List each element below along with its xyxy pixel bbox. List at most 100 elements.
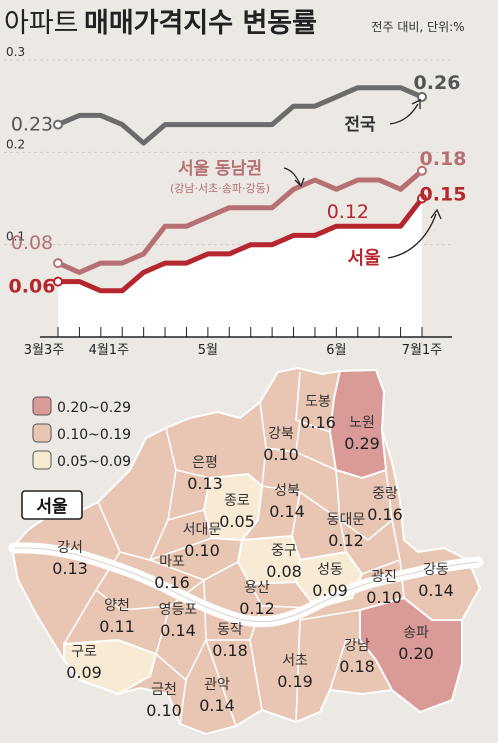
district-name: 구로 <box>71 644 97 660</box>
legend: 0.20~0.29 0.10~0.19 0.05~0.09 <box>32 396 131 470</box>
x-tick-label: 4월1주 <box>89 343 130 358</box>
unit-note: 전주 대비, 단위:% <box>371 20 464 34</box>
district-name: 강북 <box>268 426 294 442</box>
y-tick-label: 0.2 <box>6 137 25 151</box>
series-line <box>58 196 424 294</box>
legend-label: 0.10~0.19 <box>57 427 131 443</box>
series-endpoint <box>417 91 427 102</box>
arrow <box>387 213 437 259</box>
jongno-shape <box>202 472 264 542</box>
district-name: 종로 <box>224 493 250 509</box>
district-value: 0.09 <box>66 663 102 682</box>
district-value: 0.08 <box>266 562 302 581</box>
end-value-label: 0.18 <box>420 148 467 170</box>
series-name-label: 서울 동남권 <box>178 159 262 179</box>
district-value: 0.14 <box>160 621 196 640</box>
legend-swatch <box>32 423 52 443</box>
series-name-label: 서울 <box>347 248 380 269</box>
title-bold: 매매가격지수 변동률 <box>84 8 317 39</box>
district-name: 관악 <box>204 677 230 693</box>
district-name: 중구 <box>271 543 297 559</box>
seoul-map: 0.20~0.29 0.10~0.19 0.05~0.09 서울 도봉 0.16 노원 0… <box>8 366 484 736</box>
district-value: 0.10 <box>184 541 220 560</box>
district-name: 성북 <box>274 483 300 499</box>
series-sublabel: (강남·서초·송파·강동) <box>170 182 270 195</box>
district-value: 0.18 <box>212 641 248 660</box>
district-value: 0.29 <box>344 434 380 453</box>
series-endpoint <box>53 119 63 130</box>
title-light: 아파트 <box>4 8 79 39</box>
end-value-label: 0.26 <box>414 72 461 94</box>
district-value: 0.11 <box>99 617 135 636</box>
district-value: 0.14 <box>418 581 454 600</box>
district-name: 강서 <box>57 540 83 556</box>
line-chart: 0.3 0.2 0.1 3월3주 4월1주 5월 6월 7월1주 0.23 0.26 0.08 0.1… <box>4 45 466 358</box>
district-value: 0.09 <box>312 581 348 600</box>
district-name: 서대문 <box>183 522 222 538</box>
mid-value-label: 0.12 <box>327 201 369 223</box>
series-endpoint <box>417 165 427 176</box>
y-tick-label: 0.3 <box>6 45 25 59</box>
district-value: 0.12 <box>239 599 275 618</box>
district-name: 금천 <box>151 682 177 698</box>
series-name-label: 전국 <box>344 115 376 135</box>
songpa-shape <box>359 596 463 714</box>
district-value: 0.05 <box>219 512 255 531</box>
arrow <box>389 103 419 125</box>
seoul-area <box>58 198 422 337</box>
start-value-label: 0.23 <box>11 114 53 136</box>
x-tick-label: 3월3주 <box>24 343 65 358</box>
district-value: 0.13 <box>52 559 88 578</box>
series-endpoint <box>53 276 63 287</box>
district-name: 은평 <box>192 455 218 471</box>
district-name: 동작 <box>217 622 243 638</box>
arrow-head <box>411 98 421 109</box>
start-value-label: 0.08 <box>11 232 53 254</box>
legend-swatch <box>32 450 52 470</box>
district-labels: 도봉0.16 노원0.29강북0.10은평0.13종로0.05성북0.14중랑0.… <box>52 394 454 720</box>
district-value: 0.14 <box>269 502 305 521</box>
district-name: 서초 <box>282 653 308 669</box>
district-value: 0.16 <box>300 413 336 432</box>
end-value-label: 0.15 <box>420 184 467 206</box>
series-line <box>57 85 423 146</box>
district-name: 양천 <box>104 598 130 614</box>
guro-shape <box>63 638 158 696</box>
district-name: 용산 <box>244 580 270 596</box>
district-value: 0.14 <box>199 696 235 715</box>
district-name: 마포 <box>159 554 185 570</box>
district-value: 0.16 <box>367 505 403 524</box>
district-name: 강남 <box>344 638 370 654</box>
district-name: 중랑 <box>372 486 398 502</box>
district-value: 0.18 <box>339 657 375 676</box>
district-name: 도봉 <box>305 394 331 410</box>
series-endpoint <box>417 193 427 204</box>
district-name: 강동 <box>423 562 449 578</box>
nowon-shape <box>328 368 388 480</box>
district-name: 광진 <box>371 569 397 585</box>
arrow-head <box>430 208 442 220</box>
district-value: 0.10 <box>263 445 299 464</box>
arrow-head <box>294 177 305 188</box>
region-title: 서울 <box>36 497 68 517</box>
district-value: 0.20 <box>398 644 434 663</box>
district-name: 영등포 <box>159 602 198 618</box>
district-value: 0.10 <box>146 701 182 720</box>
district-value: 0.19 <box>277 672 313 691</box>
district-value: 0.10 <box>366 588 402 607</box>
x-tick-label: 5월 <box>198 343 218 358</box>
x-tick-label: 7월1주 <box>402 343 443 358</box>
district-value: 0.12 <box>328 531 364 550</box>
han-river-edge <box>13 547 479 623</box>
x-tick-label: 6월 <box>326 343 346 358</box>
legend-label: 0.20~0.29 <box>57 400 131 416</box>
region-title-box <box>21 490 83 520</box>
y-tick-label: 0.1 <box>6 230 25 244</box>
district-name: 성동 <box>317 562 343 578</box>
district-value: 0.16 <box>154 573 190 592</box>
legend-swatch <box>32 396 52 416</box>
district-name: 송파 <box>403 625 429 641</box>
start-value-label: 0.06 <box>9 276 56 298</box>
district-name: 동대문 <box>327 512 366 528</box>
